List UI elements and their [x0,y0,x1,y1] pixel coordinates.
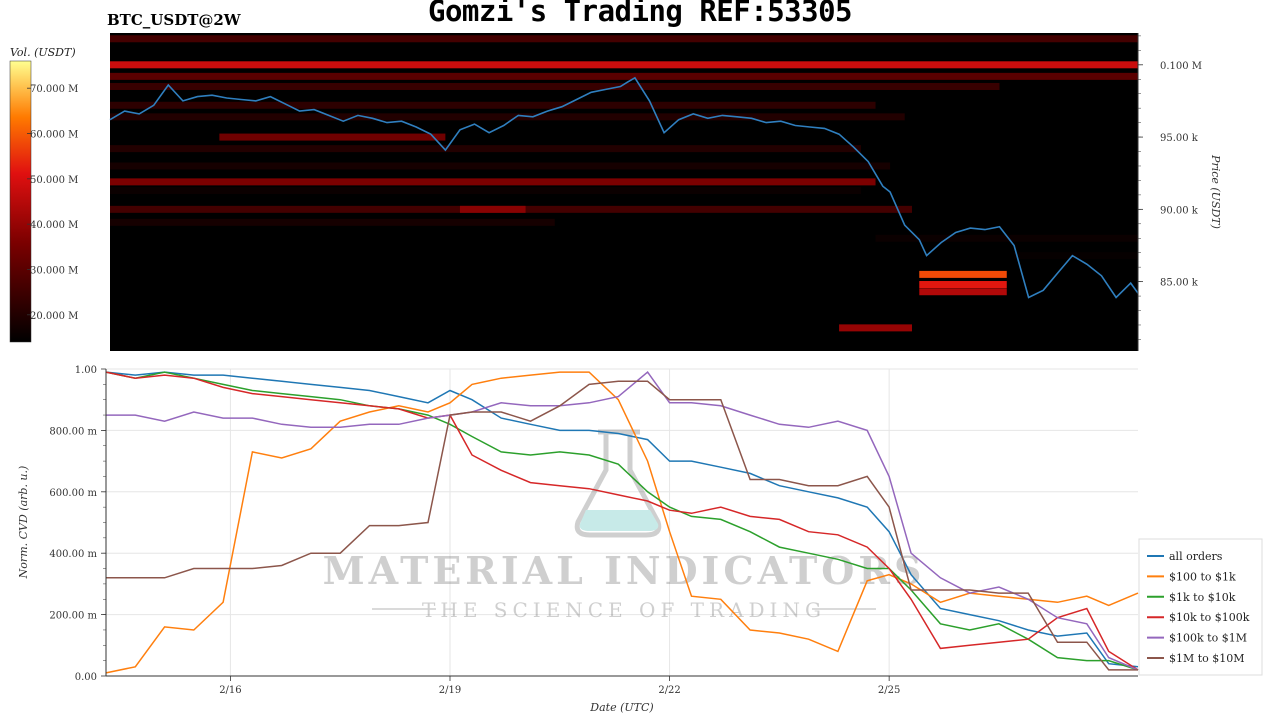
colorbar-label: Vol. (USDT) [10,46,76,59]
y-tick-label: 800.00 m [49,426,97,437]
colorbar-tick-label: 20.000 M [30,311,78,322]
heatmap-band [110,187,861,195]
heatmap-band [110,162,891,170]
heatmap-band [110,82,1000,90]
heatmap-band [919,288,1007,296]
heatmap-band [110,61,1138,69]
y-tick-label: 0.00 [75,672,97,683]
x-tick-label: 2/25 [878,685,900,696]
legend-items: all orders $100 to $1k $1k to $10k $10k to … [1147,550,1250,665]
colorbar: Vol. (USDT) 20.000 M 30.000 M 40.000 M 50.0… [9,46,78,343]
cvd-panel: MATERIAL INDICATORS THE SCIENCE OF TRADI… [17,365,1263,714]
heatmap-band [110,178,876,186]
series-line [105,371,1139,671]
y-tick-label: 200.00 m [49,611,97,622]
legend-label: all orders [1169,550,1223,563]
heatmap-bands [110,35,1138,332]
heatmap-band [1014,252,1138,260]
cvd-y-ticks: 0.00 200.00 m 400.00 m 600.00 m 800.00 m 1.00 [49,365,106,683]
cvd-x-axis-label: Date (UTC) [589,701,653,714]
heatmap-band [919,270,1007,278]
colorbar-gradient [9,60,32,343]
cvd-y-axis-label: Norm. CVD (arb. u.) [17,466,30,580]
price-line [109,76,1139,299]
legend-label: $100k to $1M [1169,632,1247,645]
y-tick-label: 1.00 [75,365,97,376]
price-axis-ticks: 85.00 k 90.00 k 95.00 k 0.100 M [1138,35,1202,340]
colorbar-tick-label: 50.000 M [30,175,78,186]
cvd-plot-area [106,369,1138,676]
heatmap-band [110,145,861,153]
x-tick-label: 2/16 [219,685,241,696]
series-line [105,371,1139,674]
legend-label: $1M to $10M [1169,652,1245,665]
price-tick-label: 90.00 k [1160,205,1199,216]
heatmap-band [110,72,1138,80]
colorbar-tick-label: 60.000 M [30,130,78,141]
colorbar-tick-label: 70.000 M [30,84,78,95]
heatmap-band [110,218,555,226]
legend-label: $1k to $10k [1169,591,1236,604]
cvd-x-ticks: 2/16 2/19 2/22 2/25 [219,676,900,696]
heatmap-band [219,133,446,141]
series-line [105,371,1139,671]
x-tick-label: 2/22 [658,685,680,696]
price-tick-label: 85.00 k [1160,278,1199,289]
colorbar-tick-label: 40.000 M [30,220,78,231]
symbol-label: BTC_USDT@2W [107,11,241,29]
colorbar-tick-label: 30.000 M [30,265,78,276]
watermark-tagline: THE SCIENCE OF TRADING [422,598,826,622]
heatmap-band [110,101,876,109]
watermark: MATERIAL INDICATORS THE SCIENCE OF TRADI… [323,429,926,622]
legend-label: $100 to $1k [1169,570,1236,583]
series-line [105,371,1139,668]
price-tick-label: 0.100 M [1160,61,1202,72]
heatmap-band [919,281,1007,289]
cvd-lines [105,371,1139,674]
price-axis-label: Price (USDT) [1209,154,1222,229]
heatmap-band [839,324,912,332]
heatmap-panel: 85.00 k 90.00 k 95.00 k 0.100 M Price (USDT… [109,33,1222,351]
page-title: Gomzi's Trading REF:53305 [428,0,853,28]
y-tick-label: 600.00 m [49,488,97,499]
y-tick-label: 400.00 m [49,549,97,560]
heatmap-band [459,205,526,213]
legend: all orders $100 to $1k $1k to $10k $10k to … [1138,538,1263,676]
price-tick-label: 95.00 k [1160,133,1199,144]
legend-label: $10k to $100k [1169,611,1250,624]
colorbar-ticks: 20.000 M 30.000 M 40.000 M 50.000 M 60.000 M… [27,84,78,322]
heatmap-band [875,234,1138,242]
heatmap-band [110,35,1138,43]
watermark-brand: MATERIAL INDICATORS [323,548,926,593]
legend-box [1138,538,1263,676]
x-tick-label: 2/19 [439,685,461,696]
series-line [106,380,1138,671]
heatmap-band [110,113,905,121]
